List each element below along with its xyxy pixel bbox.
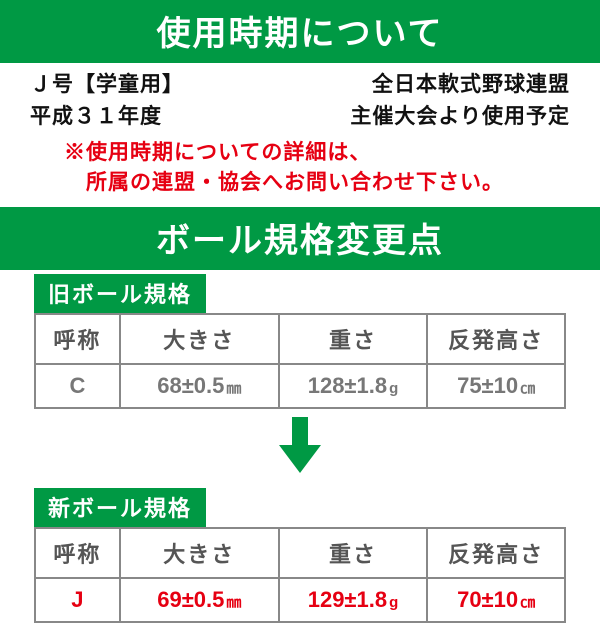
unit-mm: ㎜ xyxy=(226,594,241,611)
col-size: 大きさ xyxy=(120,528,279,578)
new-weight-val: 129±1.8 xyxy=(308,587,387,612)
col-weight: 重さ xyxy=(279,314,427,364)
col-bounce: 反発高さ xyxy=(427,314,565,364)
new-spec-table: 呼称 大きさ 重さ 反発高さ J 69±0.5㎜ 129±1.8g 70±10㎝ xyxy=(34,527,566,623)
unit-g: g xyxy=(389,380,398,397)
old-name: C xyxy=(35,364,120,408)
col-name: 呼称 xyxy=(35,528,120,578)
new-bounce-val: 70±10 xyxy=(457,587,518,612)
unit-g: g xyxy=(389,594,398,611)
unit-cm: ㎝ xyxy=(520,380,535,397)
table-header-row: 呼称 大きさ 重さ 反発高さ xyxy=(35,528,565,578)
old-spec-table: 呼称 大きさ 重さ 反発高さ C 68±0.5㎜ 128±1.8g 75±10㎝ xyxy=(34,313,566,409)
info-j-number: Ｊ号【学童用】 xyxy=(30,69,184,101)
arrow-down xyxy=(0,409,600,484)
notice-line-1: ※使用時期についての詳細は、 xyxy=(64,138,600,168)
new-spec-title: 新ボール規格 xyxy=(34,488,206,527)
heading-usage-timing: 使用時期について xyxy=(0,0,600,63)
col-bounce: 反発高さ xyxy=(427,528,565,578)
col-name: 呼称 xyxy=(35,314,120,364)
old-size-val: 68±0.5 xyxy=(157,373,224,398)
page-root: 使用時期について Ｊ号【学童用】 全日本軟式野球連盟 平成３１年度 主催大会より… xyxy=(0,0,600,600)
info-federation: 全日本軟式野球連盟 xyxy=(372,69,570,101)
new-spec-block: 新ボール規格 呼称 大きさ 重さ 反発高さ J 69±0.5㎜ 129±1.8g xyxy=(0,484,600,623)
col-weight: 重さ xyxy=(279,528,427,578)
unit-mm: ㎜ xyxy=(226,380,241,397)
new-size-val: 69±0.5 xyxy=(157,587,224,612)
unit-cm: ㎝ xyxy=(520,594,535,611)
arrow-down-icon xyxy=(273,417,327,473)
info-row-1: Ｊ号【学童用】 全日本軟式野球連盟 xyxy=(30,69,570,101)
old-size: 68±0.5㎜ xyxy=(120,364,279,408)
info-block: Ｊ号【学童用】 全日本軟式野球連盟 平成３１年度 主催大会より使用予定 xyxy=(0,63,600,134)
col-size: 大きさ xyxy=(120,314,279,364)
info-year: 平成３１年度 xyxy=(30,101,162,133)
old-bounce-val: 75±10 xyxy=(457,373,518,398)
old-weight: 128±1.8g xyxy=(279,364,427,408)
old-bounce: 75±10㎝ xyxy=(427,364,565,408)
old-spec-title: 旧ボール規格 xyxy=(34,274,206,313)
old-weight-val: 128±1.8 xyxy=(308,373,387,398)
old-spec-row: C 68±0.5㎜ 128±1.8g 75±10㎝ xyxy=(35,364,565,408)
heading-spec-changes: ボール規格変更点 xyxy=(0,207,600,270)
info-row-2: 平成３１年度 主催大会より使用予定 xyxy=(30,101,570,133)
old-spec-block: 旧ボール規格 呼称 大きさ 重さ 反発高さ C 68±0.5㎜ 128±1.8g xyxy=(0,270,600,409)
info-usage: 主催大会より使用予定 xyxy=(350,101,570,133)
table-header-row: 呼称 大きさ 重さ 反発高さ xyxy=(35,314,565,364)
notice-text: ※使用時期についての詳細は、 所属の連盟・協会へお問い合わせ下さい。 xyxy=(0,134,600,207)
notice-line-2: 所属の連盟・協会へお問い合わせ下さい。 xyxy=(64,168,600,198)
